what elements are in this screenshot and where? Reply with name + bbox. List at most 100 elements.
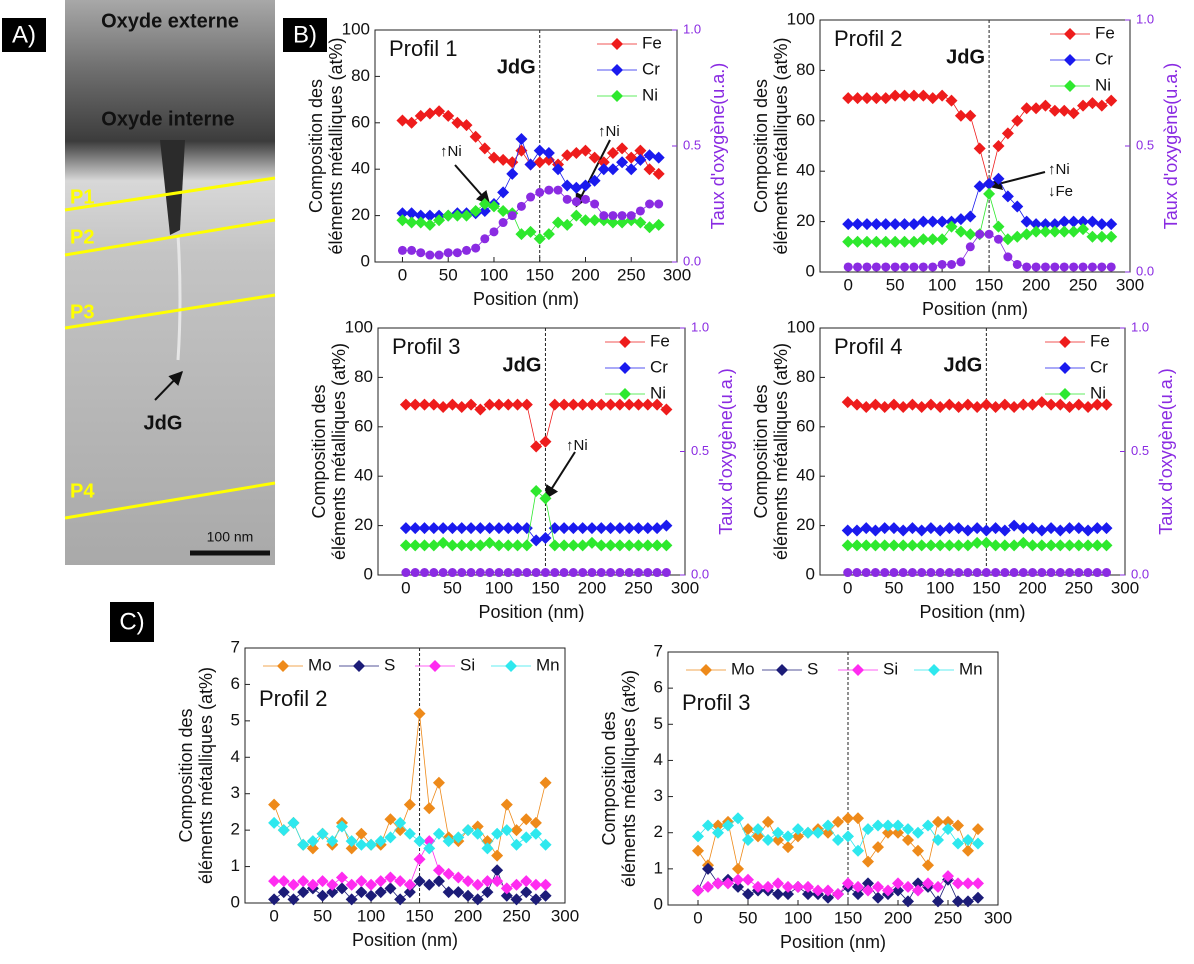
point [548,539,561,552]
x-tick-label: 0 [401,578,410,597]
point [952,819,964,832]
point [500,889,513,902]
point [860,401,873,414]
point [384,882,397,895]
point [561,218,574,231]
point [942,870,954,883]
point [634,153,647,166]
point [1102,568,1112,578]
point [623,398,636,411]
label: P4 [70,480,95,502]
point [462,889,475,902]
point [345,893,358,906]
point [1008,401,1021,414]
point [906,522,919,535]
point [887,522,900,535]
y2-tick-label: 1.0 [683,21,701,36]
point [413,853,426,866]
point [455,401,468,414]
annotation: ↑Ni [440,143,462,160]
point [862,262,872,272]
legend-label: Si [460,655,475,674]
point [632,398,645,411]
y2-tick-label: 0.5 [1136,137,1154,152]
point [481,886,494,899]
point [483,522,496,535]
profile-label: Profil 2 [259,686,327,711]
point [516,201,526,211]
x-tick-label: 0 [398,265,407,284]
point [355,875,368,888]
point [964,109,977,122]
point [1058,225,1071,238]
point [862,884,874,897]
point [878,401,891,414]
point [1072,522,1085,535]
point [511,522,524,535]
point [287,816,300,829]
point [533,144,546,157]
point [961,539,974,552]
point [530,534,543,547]
point [881,262,891,272]
x-axis-label: Position (nm) [919,602,1025,622]
point [1091,522,1104,535]
point [277,824,290,837]
point [567,522,580,535]
x-axis-label: Position (nm) [473,289,579,309]
y-tick-label: 4 [231,747,240,766]
legend-marker [611,64,623,76]
annotation: JdG [503,354,542,376]
point [510,893,523,906]
point [562,194,572,204]
point [585,522,598,535]
y-tick-label: 3 [654,786,663,805]
point [394,816,407,829]
point [961,524,974,537]
label: P2 [70,226,94,248]
point [437,536,450,549]
legend-label: Cr [1095,49,1113,68]
point [842,92,855,105]
point [474,403,487,416]
chart: 0 50 100 150 200 250 300 0 20 40 60 80 100 0.0 0.5 1.0 P… [309,317,736,621]
profile-line [64,293,276,330]
point [692,844,704,857]
legend-marker [619,336,631,348]
point [460,119,473,132]
x-tick-label: 50 [886,275,905,294]
point [841,539,854,552]
point [943,398,956,411]
point [918,262,928,272]
point [500,798,513,811]
legend-label: Cr [642,59,660,78]
point [413,835,426,848]
point [287,893,300,906]
point [1072,539,1085,552]
point [1035,539,1048,552]
point [1077,223,1090,236]
scale-label: 100 nm [207,529,254,545]
point [588,214,601,227]
point [792,880,804,893]
point [438,568,448,578]
legend-label: Ni [642,85,658,104]
point [437,522,450,535]
point [732,873,744,886]
point [491,849,504,862]
point [515,133,528,146]
point [423,107,436,120]
boundary [176,234,182,361]
point [822,884,834,897]
point [1045,398,1058,411]
y-tick-label: 40 [796,161,815,180]
y-tick-label: 0 [654,894,663,913]
point [1082,539,1095,552]
point [841,396,854,409]
point [520,813,533,826]
point [922,859,934,872]
point [1003,252,1013,262]
point [842,812,854,825]
point [742,888,754,901]
point [906,398,919,411]
